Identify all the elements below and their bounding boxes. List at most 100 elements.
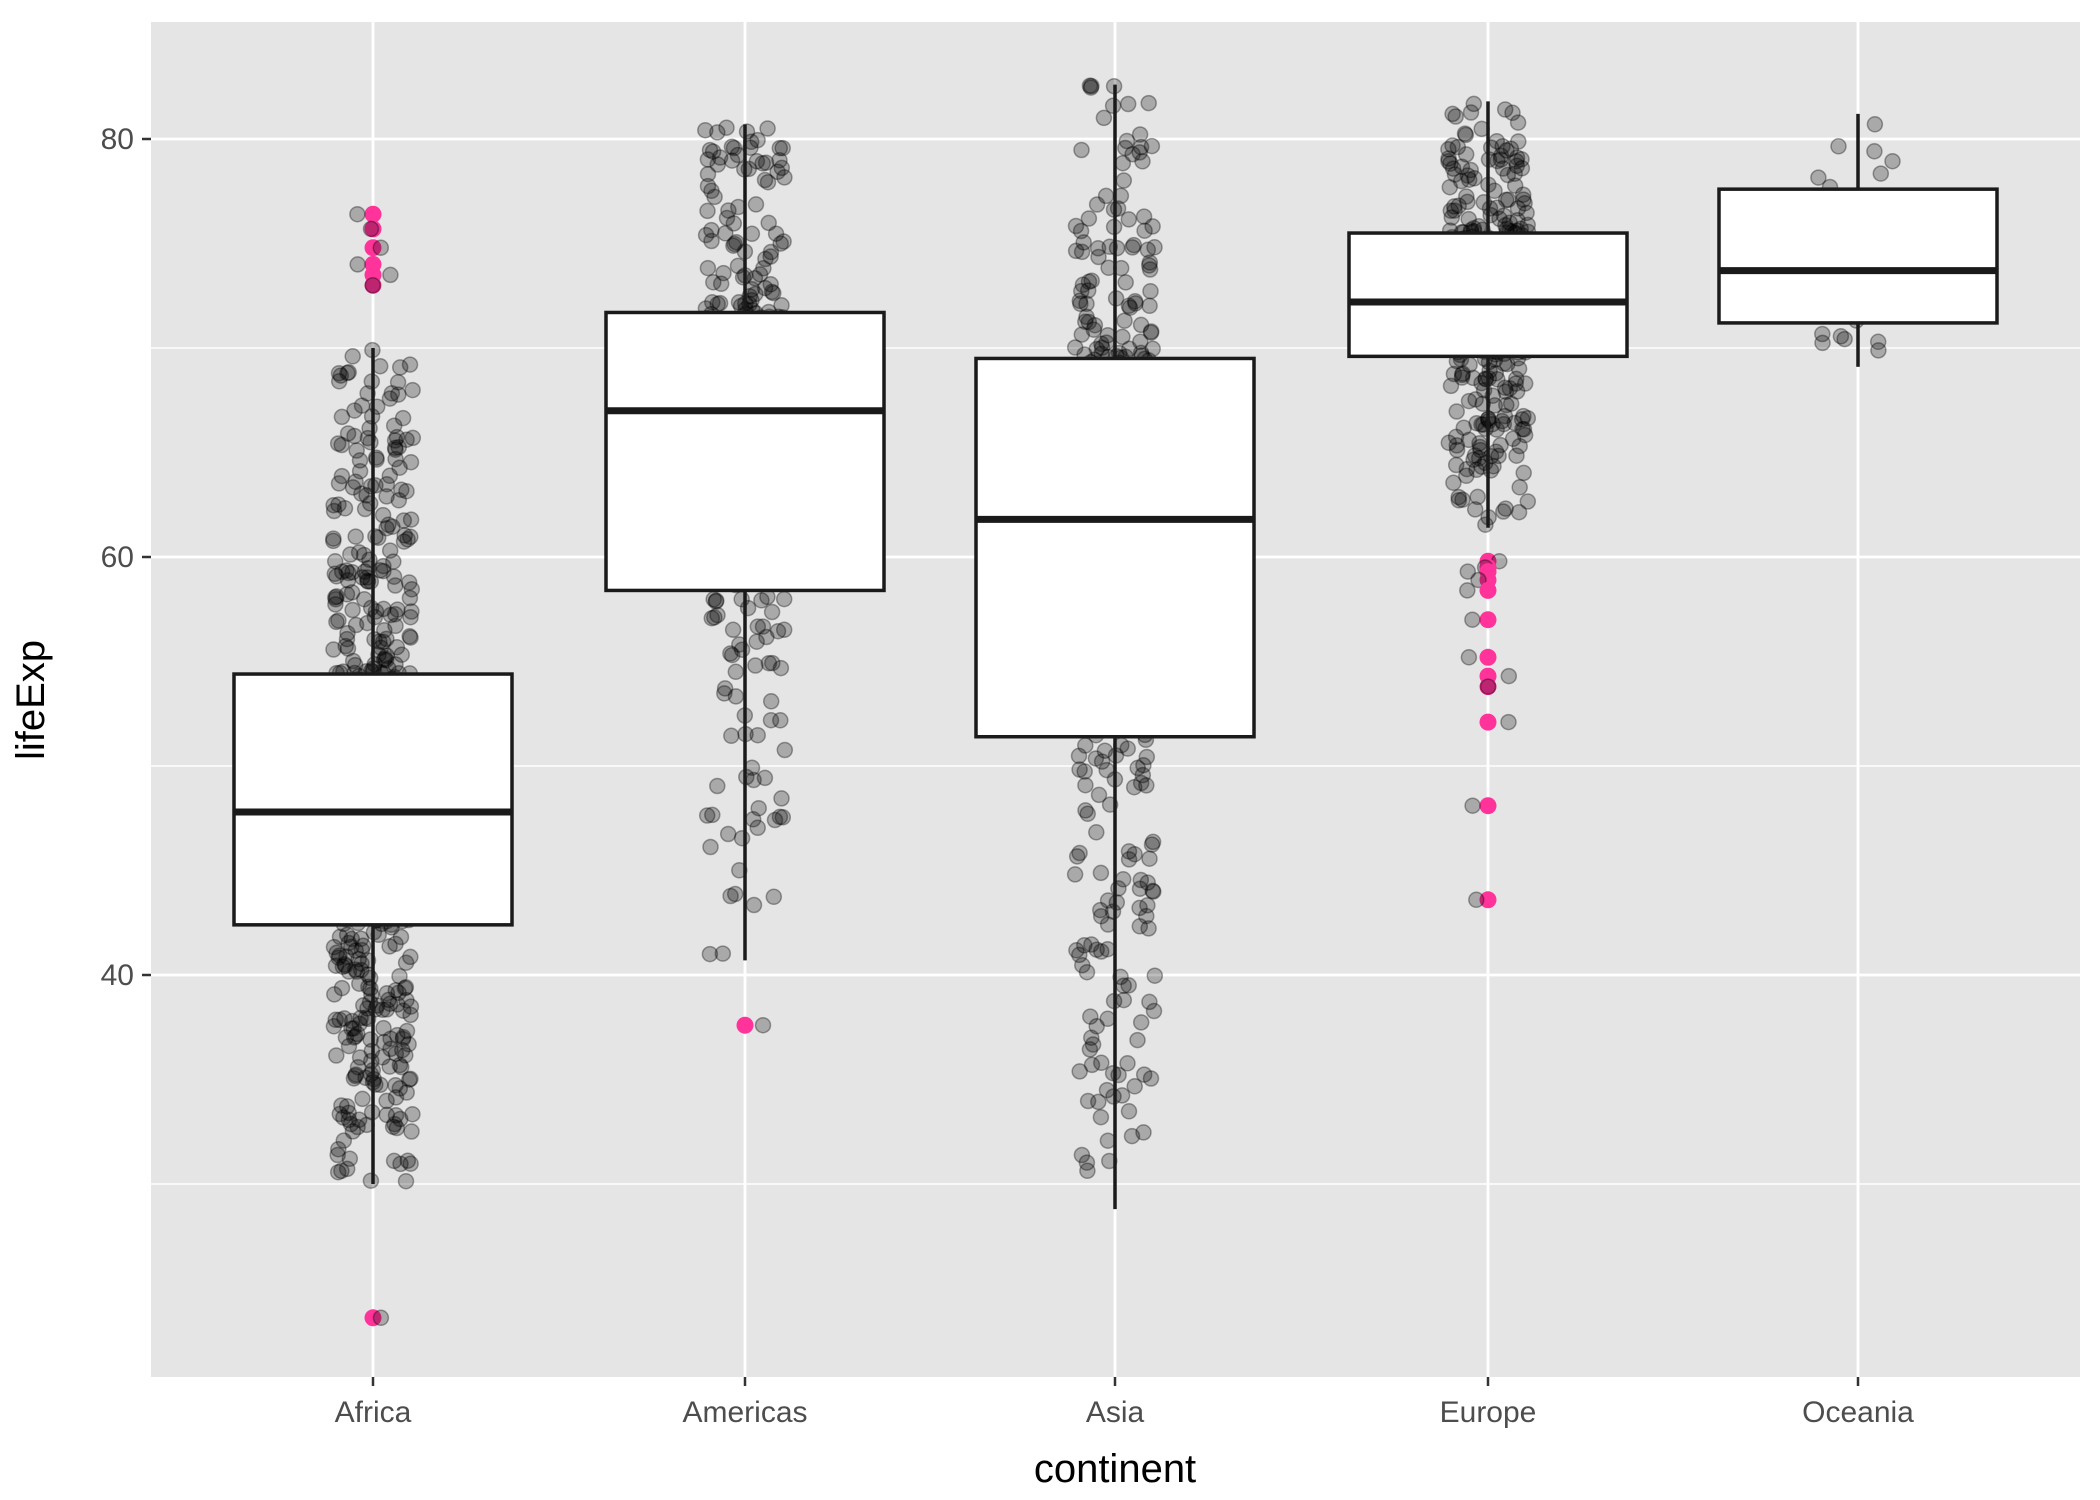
jitter-point bbox=[349, 1025, 366, 1043]
x-axis-title: continent bbox=[1034, 1447, 1196, 1491]
jitter-point bbox=[376, 650, 394, 667]
jitter-point bbox=[330, 475, 348, 492]
jitter-point bbox=[1448, 441, 1466, 459]
jitter-point bbox=[1514, 186, 1532, 203]
jitter-point bbox=[759, 120, 776, 137]
jitter-point bbox=[1457, 126, 1475, 144]
jitter-point bbox=[347, 528, 364, 545]
jitter-point bbox=[1442, 377, 1460, 395]
jitter-point bbox=[396, 527, 413, 544]
jitter-point bbox=[338, 1098, 356, 1115]
jitter-point bbox=[1441, 178, 1459, 196]
jitter-point bbox=[1499, 355, 1516, 373]
jitter-point bbox=[1138, 777, 1155, 794]
jitter-point bbox=[1501, 214, 1518, 231]
y-tick-label: 80 bbox=[101, 123, 134, 156]
jitter-point bbox=[705, 274, 722, 291]
jitter-point bbox=[1083, 272, 1100, 289]
jitter-point bbox=[344, 479, 362, 496]
jitter-point bbox=[725, 215, 743, 232]
jitter-point bbox=[401, 589, 419, 607]
jitter-point bbox=[1498, 142, 1515, 159]
jitter-point bbox=[338, 1160, 356, 1178]
jitter-point bbox=[340, 963, 358, 980]
outlier-point bbox=[1479, 648, 1497, 666]
jitter-point bbox=[1082, 79, 1100, 96]
jitter-point bbox=[711, 149, 729, 166]
jitter-point bbox=[1444, 160, 1462, 177]
jitter-point bbox=[338, 926, 356, 944]
jitter-point bbox=[1453, 369, 1471, 386]
jitter-point bbox=[1445, 365, 1463, 383]
jitter-point bbox=[745, 896, 763, 914]
jitter-point bbox=[757, 250, 774, 268]
jitter-point bbox=[1079, 805, 1096, 823]
jitter-point bbox=[1117, 274, 1134, 291]
jitter-point bbox=[390, 492, 408, 509]
jitter-point bbox=[1454, 491, 1471, 508]
jitter-point bbox=[1092, 1108, 1110, 1126]
jitter-point bbox=[375, 557, 392, 575]
jitter-point bbox=[760, 654, 778, 672]
jitter-point bbox=[1832, 328, 1850, 345]
jitter-point bbox=[1135, 208, 1153, 225]
jitter-point bbox=[1494, 138, 1511, 155]
jitter-point bbox=[351, 1049, 369, 1066]
jitter-point bbox=[1093, 335, 1110, 353]
jitter-point bbox=[1456, 125, 1474, 142]
jitter-point bbox=[326, 553, 344, 570]
jitter-point bbox=[1146, 967, 1164, 984]
jitter-point bbox=[1080, 313, 1098, 331]
jitter-point bbox=[1079, 1092, 1097, 1110]
jitter-point bbox=[1496, 101, 1514, 118]
jitter-point bbox=[378, 475, 396, 493]
jitter-point bbox=[1071, 844, 1088, 862]
jitter-point bbox=[1468, 414, 1485, 432]
jitter-point bbox=[1516, 375, 1534, 392]
jitter-point bbox=[337, 957, 354, 974]
jitter-point bbox=[1077, 802, 1094, 819]
jitter-point bbox=[1511, 437, 1528, 455]
jitter-point bbox=[1120, 211, 1138, 228]
jitter-point bbox=[345, 1020, 362, 1037]
jitter-point bbox=[1466, 447, 1484, 464]
jitter-point bbox=[702, 838, 719, 856]
jitter-point bbox=[399, 1152, 417, 1169]
jitter-point bbox=[1510, 503, 1528, 521]
jitter-point bbox=[355, 997, 372, 1014]
jitter-point bbox=[328, 588, 345, 605]
jitter-point bbox=[391, 459, 408, 476]
jitter-point bbox=[386, 1115, 403, 1133]
jitter-point bbox=[351, 462, 369, 480]
jitter-point bbox=[354, 937, 372, 955]
jitter-point bbox=[386, 439, 404, 457]
jitter-point bbox=[1446, 198, 1463, 215]
jitter-point bbox=[1457, 146, 1475, 163]
jitter-point bbox=[1068, 942, 1085, 959]
jitter-point bbox=[326, 986, 343, 1003]
jitter-point bbox=[1092, 864, 1110, 882]
jitter-point bbox=[332, 367, 350, 384]
jitter-point bbox=[387, 450, 404, 468]
jitter-point bbox=[387, 656, 404, 673]
jitter-point bbox=[382, 1030, 399, 1047]
jitter-point bbox=[381, 467, 399, 485]
jitter-point bbox=[1142, 323, 1160, 340]
jitter-point bbox=[380, 991, 397, 1009]
jitter-point bbox=[341, 1150, 359, 1167]
jitter-point bbox=[1125, 236, 1143, 254]
jitter-point bbox=[1088, 196, 1106, 213]
jitter-point bbox=[1088, 340, 1106, 358]
jitter-point bbox=[1126, 845, 1143, 863]
jitter-point bbox=[378, 1092, 395, 1110]
jitter-point bbox=[404, 381, 421, 399]
jitter-point bbox=[387, 935, 404, 953]
jitter-point bbox=[1136, 222, 1153, 239]
jitter-point bbox=[1497, 191, 1515, 209]
jitter-point bbox=[1093, 753, 1111, 770]
jitter-point bbox=[1143, 137, 1161, 155]
jitter-point bbox=[333, 467, 351, 485]
jitter-point bbox=[346, 402, 363, 419]
jitter-point bbox=[754, 618, 772, 635]
